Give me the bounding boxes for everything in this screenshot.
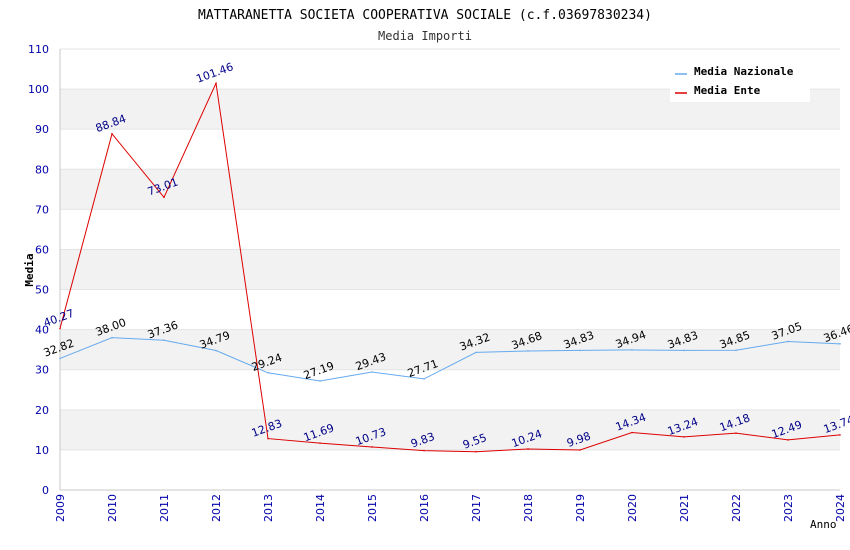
y-tick-label: 100 — [28, 83, 49, 96]
grid-band — [60, 329, 840, 370]
y-tick-label: 0 — [42, 484, 49, 497]
legend-label-nazionale: Media Nazionale — [694, 65, 794, 78]
grid-bands — [60, 48, 840, 491]
data-point — [475, 450, 477, 453]
y-tick-label: 50 — [35, 284, 49, 297]
grid-band — [60, 169, 840, 210]
data-point — [111, 336, 113, 339]
x-tick-label: 2023 — [782, 494, 795, 522]
grid-band — [60, 249, 840, 290]
y-tick-label: 60 — [35, 243, 49, 256]
x-tick-label: 2015 — [366, 494, 379, 522]
y-tick-label: 20 — [35, 404, 49, 417]
series-lines — [59, 81, 841, 453]
data-point — [59, 357, 61, 360]
data-point — [787, 340, 789, 343]
y-tick-label: 40 — [35, 324, 49, 337]
y-tick-labels: 0 10 20 30 40 50 60 70 80 90 100 110 — [28, 43, 49, 497]
data-point — [371, 446, 373, 448]
data-point — [111, 133, 113, 135]
data-label: 40.27 — [42, 307, 76, 330]
y-axis-label: Media — [23, 253, 36, 286]
chart-subtitle: Media Importi — [378, 29, 472, 43]
x-tick-label: 2016 — [418, 494, 431, 522]
data-point — [527, 448, 529, 450]
axes — [59, 49, 840, 491]
x-tick-label: 2017 — [470, 494, 483, 522]
data-point — [215, 82, 217, 85]
data-point — [683, 436, 685, 438]
y-tick-label: 10 — [35, 444, 49, 457]
legend: Media Nazionale Media Ente — [670, 60, 810, 102]
data-label: 101.46 — [194, 60, 235, 85]
chart-title: MATTARANETTA SOCIETA COOPERATIVA SOCIALE… — [198, 8, 652, 23]
data-point — [163, 196, 165, 199]
data-point — [215, 349, 217, 352]
legend-label-ente: Media Ente — [694, 84, 761, 97]
x-tick-label: 2009 — [54, 494, 67, 522]
data-point — [839, 434, 841, 436]
data-point — [735, 349, 737, 352]
x-tick-label: 2010 — [106, 494, 119, 522]
x-tick-labels: 2009 2010 2011 2012 2013 2014 2015 2016 2017 2018… — [54, 494, 847, 522]
y-tick-label: 90 — [35, 123, 49, 136]
series-line-nazionale — [59, 337, 841, 382]
data-point — [371, 371, 373, 373]
grid-band — [60, 409, 840, 450]
x-tick-label: 2021 — [678, 494, 691, 522]
data-point — [579, 349, 581, 352]
x-tick-label: 2024 — [834, 494, 847, 522]
data-point — [163, 339, 165, 342]
data-point — [267, 437, 269, 440]
data-point — [475, 351, 477, 354]
data-point — [735, 432, 737, 434]
y-tick-label: 70 — [35, 203, 49, 216]
data-point — [423, 378, 425, 380]
data-point — [267, 371, 269, 374]
x-tick-label: 2019 — [574, 494, 587, 522]
x-axis-label: Anno — [810, 518, 837, 531]
data-point — [319, 442, 321, 444]
data-point — [683, 349, 685, 352]
data-point — [631, 349, 633, 351]
data-point — [319, 380, 321, 382]
y-tick-label: 30 — [35, 364, 49, 377]
data-point — [787, 439, 789, 441]
data-point — [59, 327, 61, 330]
data-point — [631, 431, 633, 434]
data-point — [527, 350, 529, 352]
x-tick-label: 2014 — [314, 494, 327, 522]
data-point — [423, 449, 425, 452]
series-line-ente — [59, 81, 841, 453]
x-tick-label: 2018 — [522, 494, 535, 522]
x-tick-label: 2020 — [626, 494, 639, 522]
x-tick-label: 2013 — [262, 494, 275, 522]
y-tick-label: 80 — [35, 163, 49, 176]
x-tick-label: 2011 — [158, 494, 171, 522]
x-tick-label: 2022 — [730, 494, 743, 522]
x-tick-label: 2012 — [210, 494, 223, 522]
data-point — [579, 449, 581, 451]
y-tick-label: 110 — [28, 43, 49, 56]
data-point — [839, 343, 841, 345]
legend-box — [670, 60, 810, 102]
